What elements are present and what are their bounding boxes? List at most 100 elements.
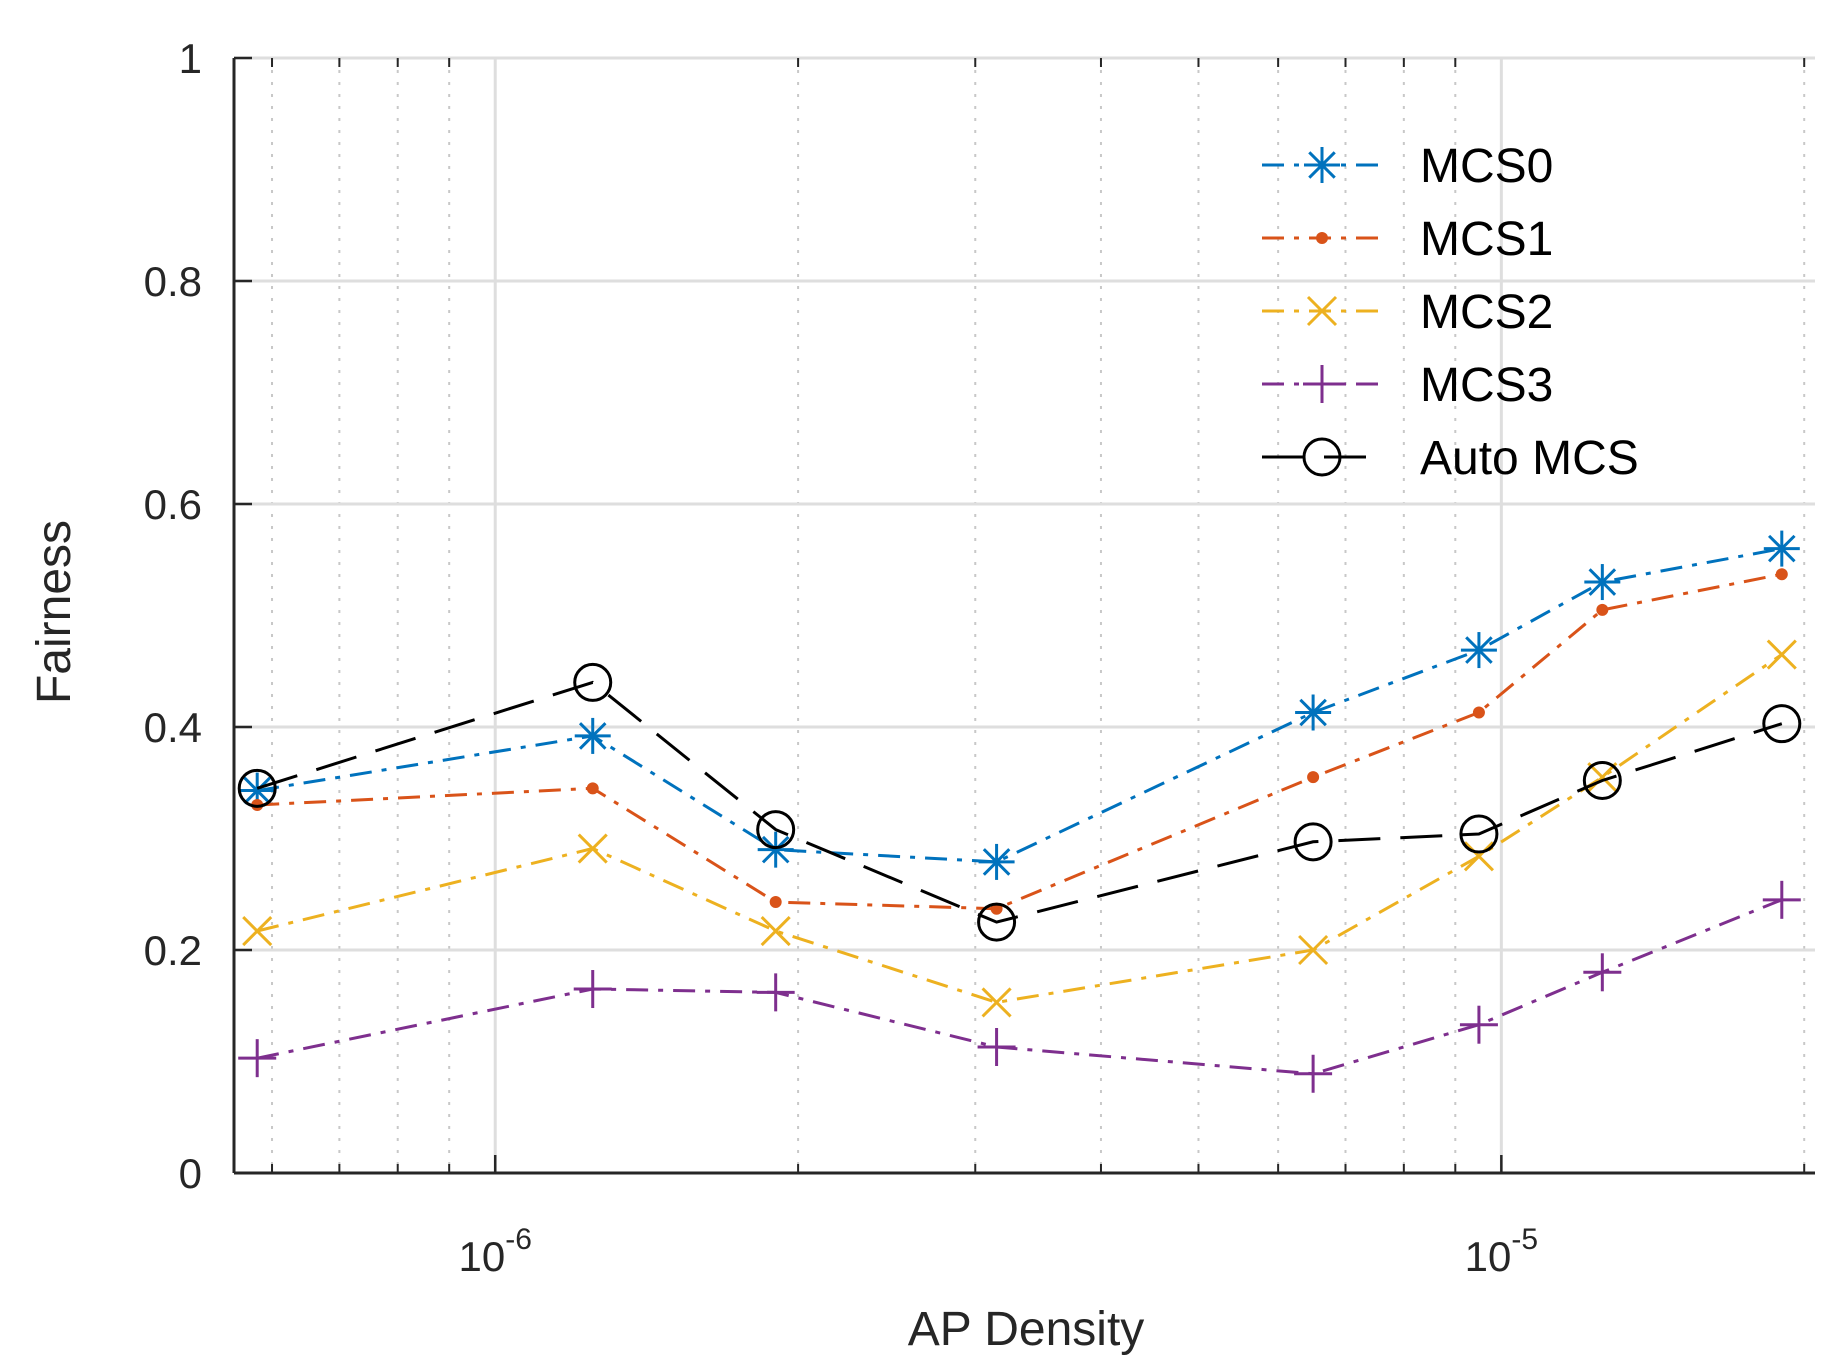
data-point: [242, 915, 273, 947]
marker-circle: [977, 902, 1017, 942]
data-point: [981, 987, 1012, 1018]
data-point: [1762, 880, 1801, 919]
legend-entry: Auto MCS: [1262, 432, 1639, 485]
marker-stroke: [578, 722, 607, 750]
x-tick-label: 10-5: [1465, 1223, 1538, 1280]
tick-labels: 10-6 10-5 0 0.2 0.4 0.6 0.8 1: [144, 35, 1538, 1280]
marker-stroke: [577, 833, 608, 864]
data-point: [769, 896, 782, 909]
series-line: [256, 547, 1783, 864]
data-point: [1766, 639, 1797, 670]
marker-stroke: [1306, 295, 1338, 327]
data-point: [757, 831, 794, 868]
data-point: [1459, 814, 1499, 854]
data-point: [1775, 568, 1788, 581]
legend-entry: MCS1: [1262, 213, 1553, 266]
y-tick-label: 0.6: [144, 481, 202, 528]
data-point: [574, 717, 611, 754]
legend-label: MCS3: [1420, 359, 1553, 412]
data-point: [756, 973, 795, 1012]
marker-stroke: [1587, 762, 1618, 793]
marker-stroke: [982, 848, 1011, 876]
marker-stroke: [1299, 698, 1327, 727]
legend-label: MCS0: [1420, 140, 1553, 193]
plot-area: [237, 530, 1802, 1093]
marker-circle: [573, 662, 613, 702]
data-point: [1763, 530, 1800, 567]
series-mcs3: [238, 880, 1801, 1093]
data-point: [1294, 1054, 1333, 1093]
marker-stroke: [1298, 934, 1329, 966]
marker-circle: [237, 768, 277, 808]
marker-stroke: [1766, 639, 1797, 670]
legend-marker: [1303, 365, 1341, 403]
series-line: [256, 680, 1783, 924]
legend-label: MCS1: [1420, 213, 1553, 266]
x-tick-label: 10-6: [459, 1223, 532, 1280]
data-point: [1298, 934, 1329, 966]
data-point: [1459, 1005, 1498, 1044]
marker-dot: [769, 896, 782, 909]
marker-stroke: [1463, 841, 1494, 872]
legend-label: MCS2: [1420, 286, 1553, 339]
marker-circle: [1302, 437, 1342, 477]
data-point: [586, 782, 599, 795]
marker-stroke: [760, 915, 791, 947]
marker-dot: [586, 782, 599, 795]
y-tick-label: 1: [179, 35, 202, 82]
marker-dot: [1316, 232, 1328, 244]
marker-stroke: [1465, 636, 1493, 664]
legend-marker: [1302, 437, 1342, 477]
data-point: [977, 902, 1017, 942]
data-point: [977, 1028, 1016, 1067]
data-point: [1472, 706, 1485, 719]
marker-circle: [756, 810, 796, 850]
data-point: [577, 833, 608, 864]
data-point: [573, 662, 613, 702]
marker-stroke: [1768, 534, 1796, 563]
axes: [232, 56, 1815, 1175]
data-point: [1307, 771, 1320, 784]
marker-dot: [1596, 603, 1609, 616]
y-tick-label: 0.8: [144, 258, 202, 305]
marker-dot: [1775, 568, 1788, 581]
data-point: [1295, 694, 1332, 731]
data-point: [1762, 704, 1802, 744]
marker-dot: [1472, 706, 1485, 719]
legend-entry: MCS3: [1262, 359, 1553, 412]
legend-marker: [1316, 232, 1328, 244]
marker-stroke: [761, 835, 790, 864]
data-point: [756, 810, 796, 850]
marker-stroke: [242, 915, 273, 947]
marker-stroke: [981, 987, 1012, 1018]
marker-circle: [1762, 704, 1802, 744]
series-line: [256, 898, 1783, 1076]
legend-entry: MCS0: [1262, 140, 1553, 193]
legend: MCS0 MCS1 MCS2 MCS3 Auto MCS: [1262, 140, 1639, 485]
data-point: [760, 915, 791, 947]
marker-stroke: [1588, 568, 1617, 596]
data-point: [1460, 632, 1497, 669]
legend-label: Auto MCS: [1420, 432, 1639, 485]
legend-marker: [1306, 295, 1338, 327]
data-point: [238, 1039, 277, 1078]
x-axis-label: AP Density: [908, 1303, 1145, 1356]
series-auto-mcs: [237, 662, 1802, 942]
data-point: [1584, 564, 1621, 601]
data-point: [1463, 841, 1494, 872]
marker-dot: [1307, 771, 1320, 784]
marker-circle: [1293, 822, 1333, 862]
legend-entry: MCS2: [1262, 286, 1553, 339]
series-mcs1: [251, 568, 1788, 915]
marker-circle: [1459, 814, 1499, 854]
legend-marker: [1304, 147, 1340, 183]
y-axis-label: Fairness: [28, 520, 81, 704]
data-point: [1596, 603, 1609, 616]
series-mcs0: [239, 530, 1800, 880]
data-point: [573, 970, 612, 1009]
marker-stroke: [1308, 151, 1336, 179]
y-tick-label: 0.4: [144, 704, 202, 751]
series-line: [257, 572, 1783, 911]
